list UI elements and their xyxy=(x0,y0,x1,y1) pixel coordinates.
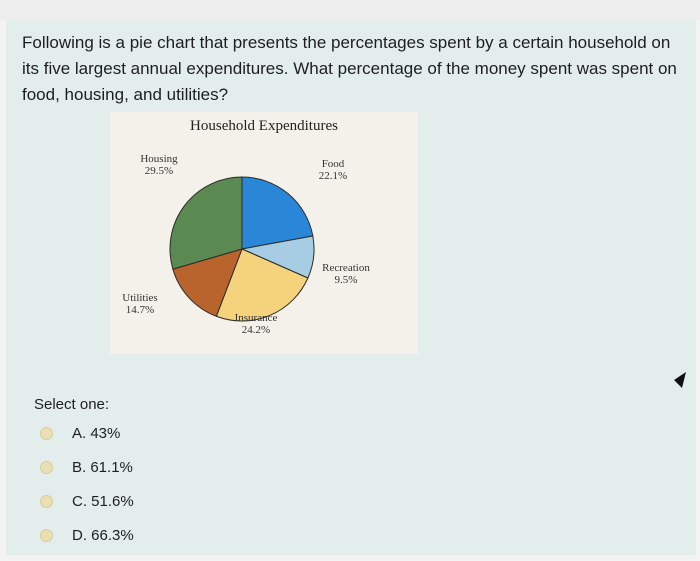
chart-title: Household Expenditures xyxy=(190,118,338,134)
label-recreation-value: 9.5% xyxy=(334,274,358,286)
label-utilities: Utilities 14.7% xyxy=(110,292,170,316)
mouse-cursor-icon xyxy=(674,372,686,388)
radio-d[interactable] xyxy=(40,528,53,542)
option-a-label: A. 43% xyxy=(72,424,121,442)
option-d-label: D. 66.3% xyxy=(72,526,134,544)
label-housing-name: Housing xyxy=(140,153,178,165)
option-d[interactable]: D. 66.3% xyxy=(40,524,134,546)
option-a[interactable]: A. 43% xyxy=(40,422,120,444)
option-c-label: C. 51.6% xyxy=(72,492,134,510)
label-housing-value: 29.5% xyxy=(144,165,174,177)
label-utilities-name: Utilities xyxy=(122,292,158,304)
pie-svg xyxy=(169,176,315,322)
label-utilities-value: 14.7% xyxy=(125,304,155,316)
label-insurance: Insurance 24.2% xyxy=(220,312,292,336)
pie-slice-insurance xyxy=(215,248,309,322)
label-recreation-name: Recreation xyxy=(322,262,370,274)
label-recreation: Recreation 9.5% xyxy=(308,262,384,286)
pie-chart: Household Expenditures Housing 29.5% Foo… xyxy=(110,112,418,354)
option-b-label: B. 61.1% xyxy=(72,458,133,476)
option-c[interactable]: C. 51.6% xyxy=(40,490,134,512)
radio-c[interactable] xyxy=(40,494,53,508)
pie-slice-utilities xyxy=(172,248,243,317)
label-insurance-name: Insurance xyxy=(234,312,278,324)
radio-a[interactable] xyxy=(40,426,53,440)
pie-slice-food xyxy=(241,176,314,250)
label-insurance-value: 24.2% xyxy=(241,324,271,336)
label-food: Food 22.1% xyxy=(308,158,358,182)
label-housing: Housing 29.5% xyxy=(120,153,198,177)
pie-slice-housing xyxy=(169,176,243,270)
select-one-label: Select one: xyxy=(34,396,110,413)
question-text: Following is a pie chart that presents t… xyxy=(22,33,677,104)
top-bar xyxy=(0,0,700,20)
radio-b[interactable] xyxy=(40,460,53,474)
label-food-value: 22.1% xyxy=(318,170,348,182)
label-food-name: Food xyxy=(321,158,345,170)
option-b[interactable]: B. 61.1% xyxy=(40,456,133,478)
